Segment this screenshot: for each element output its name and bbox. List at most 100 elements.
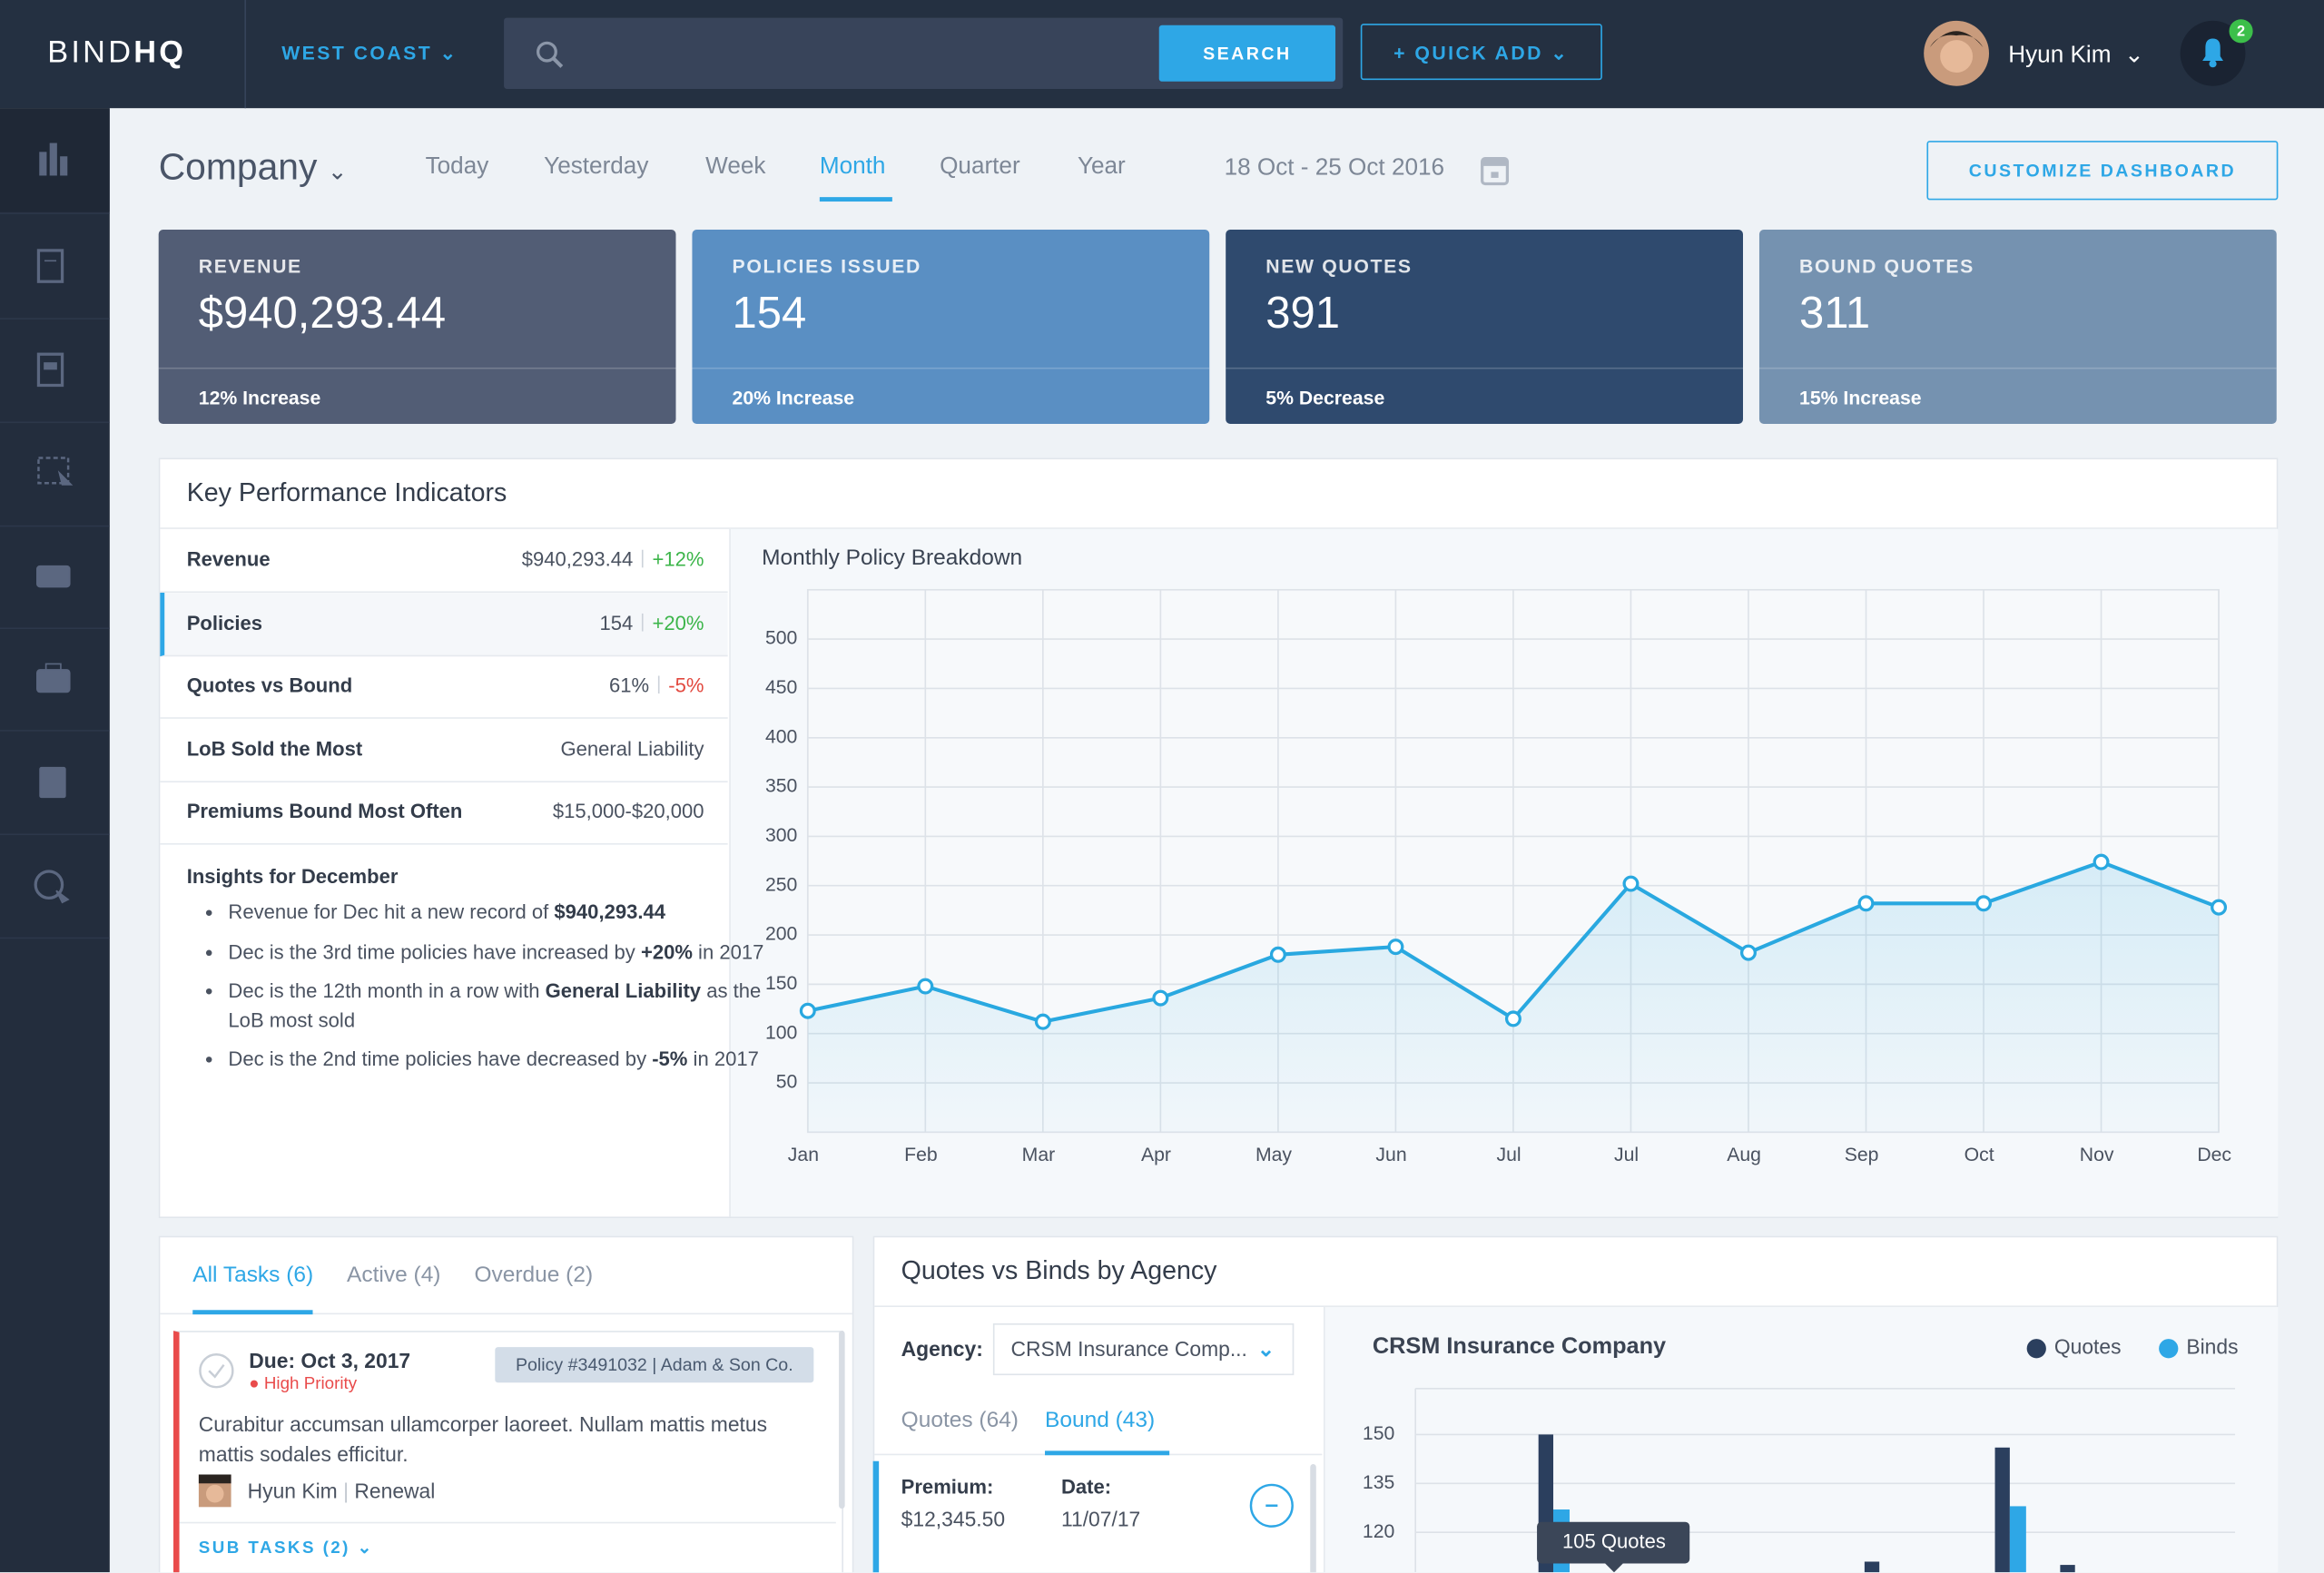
divider: [179, 1521, 836, 1524]
x-tick-label: May: [1256, 1145, 1292, 1165]
point: [1740, 944, 1757, 961]
kpi-row[interactable]: LoB Sold the Most General Liability: [160, 719, 728, 782]
period-tab[interactable]: Month: [819, 154, 940, 202]
card-divider: [158, 367, 676, 369]
search-button[interactable]: SEARCH: [1158, 25, 1336, 82]
insight-text: Dec is the 3rd time policies have increa…: [228, 939, 641, 963]
tooltip: [1537, 1521, 1690, 1573]
quote-row[interactable]: [872, 1460, 1307, 1573]
divider: [874, 1305, 2277, 1307]
logo-bold: HQ: [133, 35, 187, 70]
x-tick-label: Dec: [2197, 1145, 2231, 1165]
task-due: Due: Oct 3, 2017: [249, 1348, 411, 1372]
y-tick-label: 300: [765, 825, 797, 846]
card-change: 20% Increase: [732, 387, 855, 409]
kpi-value-group: $940,293.44 +12%: [522, 548, 704, 570]
chart-area: [1323, 1307, 2279, 1573]
x-tick-label: Oct: [1965, 1145, 1994, 1165]
kpi-row[interactable]: Quotes vs Bound 61% -5%: [160, 655, 728, 720]
scrollbar[interactable]: [839, 1331, 845, 1509]
period-tab[interactable]: Year: [1077, 153, 1126, 180]
subtasks: SUB TASKS (2): [198, 1539, 350, 1558]
tab[interactable]: Active (4): [347, 1263, 441, 1288]
panel-title: Key Performance Indicators: [186, 477, 507, 507]
kpi-change: +12%: [652, 548, 704, 571]
insight-text: in 2017: [692, 939, 764, 963]
date-range[interactable]: 18 Oct - 25 Oct 2016: [1224, 155, 1445, 182]
task-body: Curabitur accumsan ullamcorper laoreet. …: [198, 1411, 768, 1466]
divider: [244, 0, 247, 109]
subtasks-toggle[interactable]: SUB TASKS (2) ⌄: [198, 1539, 374, 1558]
kpi-row[interactable]: Revenue $940,293.44 +12%: [160, 529, 728, 594]
y-tick-label: 500: [765, 628, 797, 649]
agency-label: Agency:: [901, 1336, 983, 1361]
kpi-label: LoB Sold the Most: [186, 737, 363, 761]
kpi-value-group: 61% -5%: [609, 674, 704, 696]
quick-add-button[interactable]: + QUICK ADD ⌄: [1360, 24, 1602, 81]
point: [1857, 895, 1875, 912]
card-divider: [692, 367, 1210, 369]
x-tick-label: Jan: [788, 1145, 819, 1165]
tab[interactable]: Quotes (64): [901, 1408, 1019, 1433]
customize-button[interactable]: CUSTOMIZE DASHBOARD: [1926, 141, 2279, 201]
point: [1034, 1013, 1051, 1030]
x-tick-label: Sep: [1845, 1145, 1879, 1165]
bar: [2009, 1506, 2026, 1573]
summary-card: REVENUE $940,293.44 12% Increase: [158, 230, 676, 424]
insight: Dec is the 12th month in a row with Gene…: [228, 977, 776, 1035]
kpi-value: 61%: [608, 674, 650, 697]
card-value: 311: [1799, 289, 1871, 339]
kpi-value-group: 154 +20%: [600, 612, 704, 634]
card-divider: [1758, 367, 2277, 369]
kpi-row[interactable]: Policies 154 +20%: [160, 592, 728, 656]
period-tab[interactable]: Yesterday: [544, 153, 649, 180]
scrollbar[interactable]: [1310, 1464, 1316, 1573]
date-value: 11/07/17: [1060, 1507, 1141, 1531]
period-tab[interactable]: Quarter: [940, 153, 1020, 180]
insight-text: in 2017: [687, 1047, 759, 1070]
agency-select[interactable]: CRSM Insurance Comp... ⌄: [992, 1322, 1295, 1376]
kpi-label: Policies: [186, 611, 263, 634]
tab[interactable]: Overdue (2): [474, 1263, 594, 1288]
kpi-value: General Liability: [560, 737, 704, 761]
calendar-icon[interactable]: [1479, 152, 1512, 188]
y-tick-label: 150: [765, 973, 797, 994]
point: [1269, 946, 1286, 963]
tab[interactable]: All Tasks (6): [192, 1263, 314, 1288]
active-indicator: [819, 197, 892, 202]
point: [2093, 853, 2110, 870]
period-tabs: Today Yesterday Week Month Quarter Year: [425, 153, 1167, 202]
region-select[interactable]: WEST COAST ⌄: [281, 41, 458, 64]
logo[interactable]: BINDHQ: [47, 35, 186, 71]
kpi-label: Premiums Bound Most Often: [186, 801, 463, 823]
notifications[interactable]: 2: [2179, 18, 2261, 89]
user-avatar[interactable]: [1921, 18, 1992, 89]
complete-checkbox[interactable]: [197, 1352, 235, 1390]
bar: [1864, 1561, 1880, 1573]
card-change: 12% Increase: [198, 387, 321, 409]
period-tab[interactable]: Today: [425, 153, 489, 180]
kpi-row[interactable]: Premiums Bound Most Often $15,000-$20,000: [160, 782, 728, 846]
card-label: POLICIES ISSUED: [732, 254, 922, 278]
tab[interactable]: Bound (43): [1045, 1408, 1156, 1433]
separator: [642, 613, 644, 631]
card-value: 154: [732, 289, 807, 339]
point: [1504, 1010, 1521, 1027]
user-menu[interactable]: Hyun Kim ⌄: [2008, 43, 2144, 69]
user-name: Hyun Kim: [2008, 43, 2112, 69]
chart-title: Monthly Policy Breakdown: [762, 546, 1022, 570]
summary-card: POLICIES ISSUED 154 20% Increase: [692, 230, 1210, 424]
insight-text: Dec is the 12th month in a row with: [228, 979, 546, 1002]
point: [1387, 939, 1404, 956]
period-tab[interactable]: Week: [705, 153, 766, 180]
policy-tag[interactable]: Policy #3491032 | Adam & Son Co.: [495, 1347, 814, 1383]
sidebar-icons: [0, 108, 110, 939]
kpi-change: +20%: [652, 611, 704, 634]
task-avatar: [198, 1474, 231, 1508]
company-select[interactable]: Company ⌄: [158, 146, 348, 189]
task-owner: Hyun Kim | Renewal: [247, 1479, 436, 1503]
chart-title: CRSM Insurance Company: [1373, 1333, 1666, 1359]
collapse-button[interactable]: [1248, 1482, 1295, 1529]
